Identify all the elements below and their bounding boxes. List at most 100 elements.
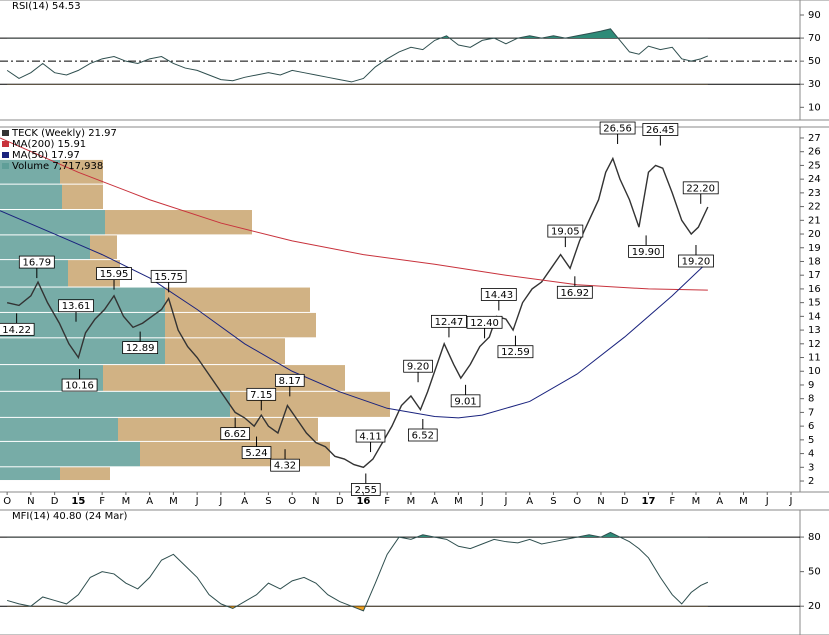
y-tick-label: 25 <box>808 160 821 171</box>
y-tick-label: 21 <box>808 215 821 226</box>
annotation-label: 16.79 <box>22 258 51 269</box>
annotation-label: 19.20 <box>682 257 711 268</box>
x-tick-label: A <box>716 496 723 507</box>
annotation-label: 12.40 <box>470 318 499 329</box>
legend-label: MA(200) 15.91 <box>12 139 86 150</box>
x-tick-label: J <box>765 496 769 507</box>
x-tick-label: F <box>99 496 105 507</box>
y-tick-label: 6 <box>808 421 814 432</box>
y-tick-label: 16 <box>808 284 821 295</box>
y-tick-label: 50 <box>808 56 821 67</box>
y-tick-label: 14 <box>808 311 821 322</box>
annotation-box <box>599 121 636 135</box>
annotation-box <box>270 458 300 472</box>
y-tick-label: 12 <box>808 339 821 350</box>
volume-up-bar <box>0 159 60 184</box>
panel-title: RSI(14) 54.53 <box>12 1 81 12</box>
annotation-label: 26.45 <box>646 125 675 136</box>
x-tick-label: M <box>169 496 178 507</box>
y-tick-label: 11 <box>808 353 821 364</box>
legend-label: MA(50) 17.97 <box>12 150 80 161</box>
x-tick-label: J <box>480 496 484 507</box>
volume-down-bar <box>60 467 110 481</box>
y-tick-label: 9 <box>808 380 814 391</box>
annotation-label: 9.01 <box>454 396 476 407</box>
volume-down-bar <box>165 287 310 312</box>
legend-swatch <box>2 163 9 169</box>
annotation-box <box>351 483 381 496</box>
x-tick-label: 16 <box>356 496 370 507</box>
annotation-label: 14.43 <box>485 290 514 301</box>
x-tick-label: M <box>122 496 131 507</box>
y-tick-label: 7 <box>808 407 814 418</box>
annotation-box <box>480 288 517 301</box>
annotation-label: 15.75 <box>154 272 183 283</box>
annotation-label: 6.52 <box>412 431 434 442</box>
annotation-box <box>150 269 187 283</box>
x-tick-label: J <box>195 496 199 507</box>
x-tick-label: S <box>265 496 271 507</box>
volume-up-bar <box>0 467 60 481</box>
annotation-box <box>682 181 719 195</box>
annotation-label: 5.24 <box>245 448 267 459</box>
x-tick-label: M <box>692 496 701 507</box>
x-tick-label: O <box>3 496 11 507</box>
annotation-label: 10.16 <box>65 381 94 392</box>
y-tick-label: 18 <box>808 256 821 267</box>
x-tick-label: O <box>288 496 296 507</box>
x-tick-label: F <box>669 496 675 507</box>
annotation-label: 12.59 <box>501 347 530 358</box>
annotation-box <box>450 394 481 408</box>
annotation-box <box>220 427 250 441</box>
x-tick-label: N <box>597 496 604 507</box>
annotation-label: 12.89 <box>126 343 155 354</box>
series-line <box>6 531 709 612</box>
annotation-box <box>556 285 593 299</box>
volume-down-bar <box>62 184 103 210</box>
annotation-box <box>61 378 98 392</box>
y-tick-label: 70 <box>808 33 821 44</box>
x-tick-label: D <box>51 496 59 507</box>
annotation-label: 2.55 <box>355 485 377 496</box>
volume-up-bar <box>0 441 140 467</box>
annotation-box <box>642 123 679 136</box>
panel-title: MFI(14) 40.80 (24 Mar) <box>12 511 128 522</box>
volume-down-bar <box>165 338 285 365</box>
x-tick-label: 17 <box>642 496 656 507</box>
annotation-box <box>18 255 55 269</box>
y-tick-label: 10 <box>808 366 821 377</box>
annotation-label: 15.95 <box>100 269 129 280</box>
annotation-label: 13.61 <box>62 301 91 312</box>
annotation-box <box>274 373 305 387</box>
annotation-box <box>678 254 714 268</box>
x-tick-label: A <box>526 496 533 507</box>
x-tick-label: M <box>454 496 463 507</box>
legend-swatch <box>2 130 9 136</box>
y-tick-label: 5 <box>808 435 814 446</box>
annotation-label: 14.22 <box>2 325 31 336</box>
y-tick-label: 4 <box>808 449 814 460</box>
x-tick-label: J <box>218 496 222 507</box>
x-tick-label: F <box>384 496 390 507</box>
x-tick-label: S <box>550 496 556 507</box>
y-tick-label: 3 <box>808 462 814 473</box>
x-tick-label: J <box>789 496 793 507</box>
annotation-box <box>403 359 433 373</box>
x-tick-label: A <box>431 496 438 507</box>
x-tick-label: D <box>621 496 629 507</box>
x-tick-label: N <box>27 496 34 507</box>
annotation-label: 7.15 <box>250 390 272 401</box>
volume-down-bar <box>105 210 252 235</box>
annotation-box <box>547 224 584 238</box>
annotation-box <box>246 387 277 401</box>
annotation-box <box>122 341 159 354</box>
annotation-label: 26.56 <box>603 124 632 135</box>
volume-up-bar <box>0 184 62 210</box>
annotation-label: 16.92 <box>561 288 590 299</box>
y-tick-label: 27 <box>808 133 821 144</box>
volume-up-bar <box>0 391 230 417</box>
y-tick-label: 13 <box>808 325 821 336</box>
annotation-box <box>58 299 94 313</box>
annotation-box <box>0 322 35 336</box>
